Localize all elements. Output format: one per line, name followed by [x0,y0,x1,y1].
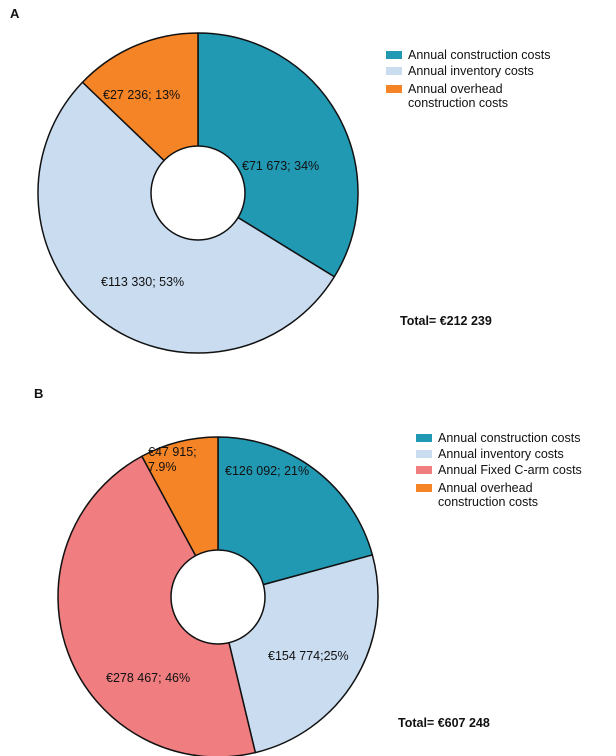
slice-b-annual-construction-costs [217,436,374,598]
donut-chart-b [57,436,379,756]
legend-label-b-4: Annual overhead construction costs [438,481,538,509]
slice-labels-b: €126 092; 21% €154 774;25% €278 467; 46% €4… [106,445,349,685]
legend-a: Annual construction costs Annual inventor… [386,48,550,110]
panel-letter-a: A [10,6,20,21]
slice-label-b-3: €278 467; 46% [106,671,190,685]
legend-b: Annual construction costs Annual inventor… [416,431,582,509]
panel-b: B €126 092; 21% €154 774;25% €278 467; 46%… [34,386,582,756]
legend-swatch-a-3 [386,85,402,93]
legend-label-a-2: Annual inventory costs [408,64,534,78]
legend-swatch-b-3 [416,466,432,474]
legend-label-a-1: Annual construction costs [408,48,550,62]
legend-swatch-b-4 [416,484,432,492]
panel-letter-b: B [34,386,43,401]
slice-label-b-1: €126 092; 21% [225,464,309,478]
legend-label-b-1: Annual construction costs [438,431,580,445]
slice-label-b-2: €154 774;25% [268,649,349,663]
legend-label-b-2: Annual inventory costs [438,447,564,461]
slice-label-b-4: €47 915; 7.9% [148,445,197,474]
panel-a: A €71 673; 34%€113 330; 53%€27 236; 13% … [10,6,550,354]
slice-a-annual-overhead-construction-costs [81,32,199,194]
total-b: Total= €607 248 [398,716,490,730]
legend-swatch-b-2 [416,450,432,458]
legend-swatch-b-1 [416,434,432,442]
legend-swatch-a-1 [386,51,402,59]
donut-hole-a [150,145,246,241]
donut-hole-b [170,549,266,645]
slice-b-annual-fixed-c-arm-costs [57,455,257,756]
total-a: Total= €212 239 [400,314,492,328]
slice-label-a-1: €71 673; 34% [242,159,319,173]
slice-labels-a: €71 673; 34% €113 330; 53% €27 236; 13% [101,88,319,289]
slice-label-a-2: €113 330; 53% [101,275,184,289]
slice-label-a-3: €27 236; 13% [103,88,180,102]
legend-label-b-3: Annual Fixed C-arm costs [438,463,582,477]
legend-label-a-3: Annual overhead construction costs [408,82,508,110]
legend-swatch-a-2 [386,67,402,75]
